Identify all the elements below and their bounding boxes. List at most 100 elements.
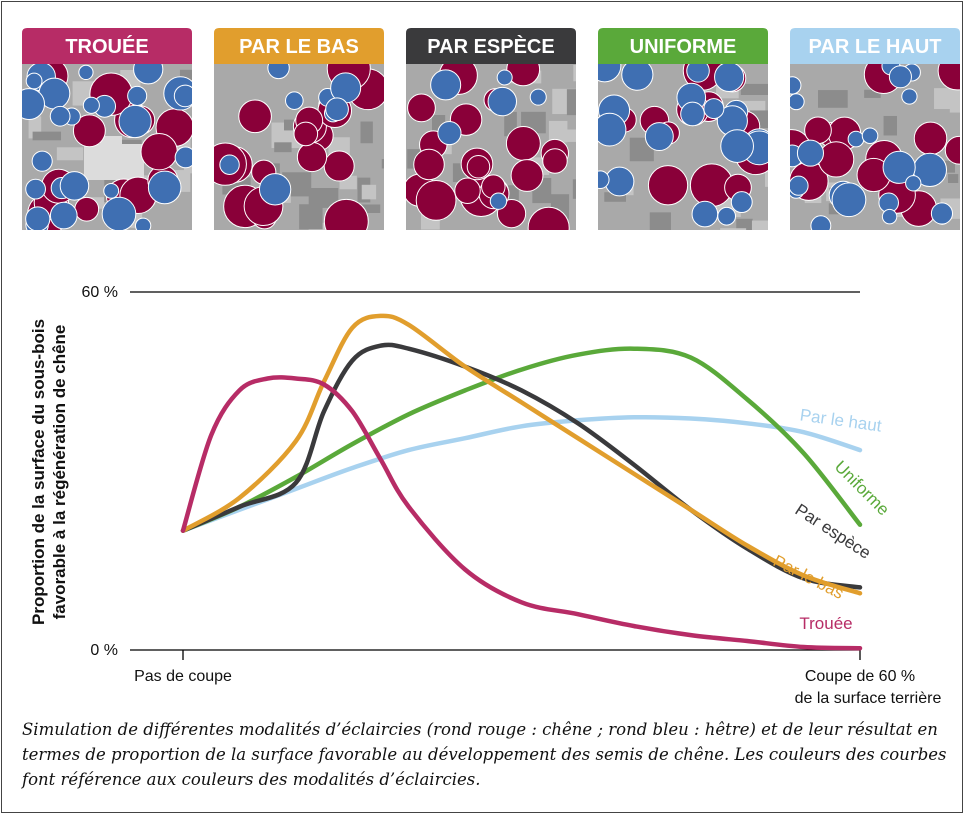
beech-tree (25, 206, 51, 230)
beech-tree (25, 178, 46, 200)
beech-tree (147, 170, 182, 205)
beech-tree (714, 64, 745, 93)
stand-map (214, 64, 384, 230)
panel-espece: PAR ESPÈCE (406, 28, 576, 230)
beech-tree (118, 104, 152, 139)
beech-tree (437, 120, 462, 146)
beech-tree (101, 196, 137, 230)
ground-patch (299, 204, 323, 230)
oak-tree (510, 159, 544, 192)
series-label: Par le bas (770, 551, 847, 603)
thinning-panels: TROUÉE PAR LE BAS PAR ESPÈCE UNIFORME PAR LE… (22, 28, 960, 230)
beech-tree (496, 69, 513, 86)
beech-tree (487, 86, 518, 117)
beech-tree (882, 150, 916, 184)
oak-tree (647, 165, 689, 206)
beech-tree (219, 154, 240, 175)
oak-tree (505, 125, 541, 161)
y-axis-label-line1: Proportion de la surface du sous-bois (29, 319, 48, 625)
ground-patch (548, 120, 568, 143)
oak-tree (454, 177, 481, 204)
ground-patch (864, 89, 881, 98)
oak-tree (413, 148, 445, 181)
beech-tree (790, 175, 809, 196)
line-chart: 60 % 0 % Pas de coupe Coupe de 60 % de l… (29, 284, 941, 707)
ground-patch (741, 100, 766, 112)
ground-patch (720, 228, 747, 230)
ground-patch (751, 220, 768, 230)
oak-tree (944, 135, 960, 165)
beech-tree (489, 192, 508, 210)
series-line-par-le-bas (180, 313, 863, 596)
beech-tree (790, 76, 802, 95)
beech-tree (796, 139, 824, 167)
ground-patch (361, 184, 377, 200)
panel-trouee: TROUÉE (22, 28, 192, 230)
beech-tree (49, 105, 71, 127)
beech-tree (82, 96, 100, 114)
oak-tree (527, 206, 570, 230)
y-tick-label-0: 0 % (90, 642, 118, 659)
ground-patch (572, 179, 576, 199)
beech-tree (905, 175, 922, 192)
beech-tree (621, 64, 654, 91)
series-line-uniforme (180, 346, 863, 533)
beech-tree (103, 182, 120, 199)
oak-tree (506, 64, 541, 87)
ground-patch (381, 159, 384, 169)
beech-tree (325, 97, 349, 122)
beech-tree (861, 127, 879, 145)
beech-tree (174, 146, 192, 169)
beech-tree (598, 64, 622, 83)
beech-tree (717, 206, 737, 226)
stand-map (406, 64, 576, 230)
beech-tree (901, 88, 918, 105)
oak-tree (804, 116, 832, 145)
beech-tree (134, 217, 152, 230)
ground-patch (736, 218, 753, 230)
oak-tree (140, 133, 178, 171)
oak-tree (323, 198, 369, 230)
series-layer (180, 313, 863, 651)
panel-title: PAR LE BAS (239, 36, 359, 58)
stand-map (790, 64, 960, 230)
x-tick-label-end-line2: de la surface terrière (795, 690, 942, 707)
beech-tree (267, 64, 290, 80)
beech-tree (790, 93, 805, 111)
figure-svg: TROUÉE PAR LE BAS PAR ESPÈCE UNIFORME PAR LE… (22, 28, 960, 707)
panel-header (406, 28, 576, 64)
oak-tree (913, 121, 948, 156)
panel-header (22, 28, 192, 64)
oak-tree (818, 141, 855, 178)
beech-tree (691, 200, 719, 228)
oak-tree (937, 64, 960, 91)
beech-tree (529, 88, 547, 106)
oak-tree (238, 99, 272, 134)
beech-tree (133, 64, 164, 85)
stand-map (598, 64, 768, 230)
beech-tree (22, 88, 45, 120)
panel-title: TROUÉE (65, 35, 148, 58)
beech-tree (703, 98, 725, 120)
oak-tree (466, 155, 491, 179)
ground-patch (356, 204, 381, 213)
ground-patch (703, 229, 734, 230)
beech-tree (810, 215, 832, 230)
ground-patch (308, 188, 339, 208)
beech-tree (831, 182, 867, 218)
ground-patch (947, 174, 959, 183)
beech-tree (730, 191, 753, 214)
oak-tree (72, 114, 106, 148)
beech-tree (604, 166, 635, 197)
oak-tree (407, 93, 436, 123)
beech-tree (598, 112, 627, 147)
panel-title: UNIFORME (630, 36, 737, 58)
oak-tree (296, 141, 328, 173)
ground-patch (949, 87, 960, 113)
y-axis-label-line2: favorable à la régénération de chêne (50, 325, 69, 620)
series-label: Trouée (799, 614, 852, 633)
beech-tree (847, 130, 865, 148)
stand-map (22, 64, 192, 230)
beech-tree (680, 101, 705, 127)
panel-title: PAR LE HAUT (809, 36, 942, 58)
